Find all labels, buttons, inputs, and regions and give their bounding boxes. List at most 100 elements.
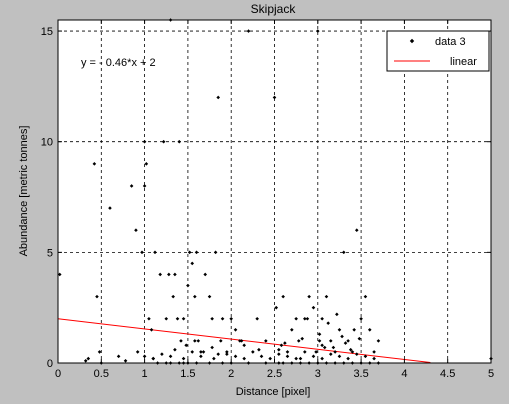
data-point [175, 316, 180, 321]
data-point [160, 352, 164, 356]
data-point [181, 316, 186, 321]
data-point [320, 343, 324, 348]
data-point [177, 139, 182, 144]
y-axis-ticks: 0 5 10 15 [41, 26, 491, 370]
data-point [320, 356, 324, 361]
data-point [225, 352, 229, 356]
data-point [134, 228, 138, 233]
data-point [246, 29, 251, 33]
data-point [92, 162, 97, 166]
data-point [328, 352, 333, 356]
x-tick-label: 3 [315, 368, 321, 380]
data-point [199, 350, 203, 354]
data-point [242, 343, 246, 348]
data-point [279, 343, 284, 348]
data-point [219, 339, 223, 343]
data-point [164, 316, 169, 321]
data-point [190, 261, 195, 266]
data-point [251, 350, 255, 354]
linear-fit-segment [57, 318, 431, 364]
data-point [129, 184, 134, 188]
data-point [173, 272, 177, 277]
data-point [259, 354, 264, 359]
data-point [193, 294, 197, 299]
legend-marker-data-3 [409, 38, 415, 44]
data-point [187, 250, 192, 255]
data-point [316, 29, 320, 33]
data-point [303, 316, 307, 321]
data-point [322, 345, 327, 350]
data-point [196, 339, 201, 343]
data-point [216, 352, 221, 356]
fit-equation-annotation: y = - 0.46*x + 2 [81, 57, 156, 69]
data-point [320, 316, 324, 321]
x-tick-label: 4 [401, 368, 407, 380]
y-tick-label: 0 [47, 358, 53, 370]
data-point [213, 250, 218, 255]
data-point [268, 356, 272, 361]
data-point [257, 347, 261, 352]
data-point [363, 294, 368, 299]
data-point [97, 350, 102, 354]
data-point [314, 350, 318, 354]
x-axis-ticks: 0 0.5 1 1.5 2 2.5 3 3.5 4 4.5 5 [55, 20, 494, 380]
data-point [277, 347, 281, 352]
data-point [326, 321, 330, 325]
data-point [116, 354, 121, 359]
data-point [184, 343, 188, 348]
data-point [158, 272, 162, 277]
data-point [348, 347, 353, 352]
data-point [168, 354, 173, 359]
data-point [194, 250, 199, 255]
data-point [216, 95, 221, 100]
data-point [239, 339, 244, 343]
y-tick-label: 5 [47, 247, 53, 259]
data-point [335, 312, 339, 317]
data-point [186, 283, 190, 288]
data-point [337, 328, 342, 332]
data-point [367, 328, 372, 332]
data-point [331, 345, 336, 350]
data-point [346, 356, 350, 361]
y-tick-label: 10 [41, 137, 53, 149]
data-point [350, 350, 355, 354]
data-point [343, 341, 348, 345]
data-point [290, 328, 294, 332]
data-point [264, 339, 268, 343]
x-tick-label: 1 [142, 368, 148, 380]
legend-box [386, 30, 490, 72]
x-tick-label: 0.5 [94, 368, 109, 380]
data-point [207, 294, 212, 299]
linear-fit-line [57, 318, 431, 364]
data-point [341, 250, 346, 255]
legend-marker-point [409, 38, 415, 44]
data-point [303, 350, 307, 354]
data-point [376, 339, 381, 343]
data-point [281, 294, 285, 299]
data-point [193, 339, 197, 343]
data-point [294, 356, 298, 361]
data-point [229, 316, 233, 321]
data-point [328, 339, 333, 343]
data-point [296, 339, 301, 343]
data-point [149, 328, 154, 332]
data-point [285, 354, 290, 359]
x-tick-label: 4.5 [440, 368, 455, 380]
x-tick-label: 1.5 [180, 368, 195, 380]
data-point [210, 345, 214, 350]
data-point [171, 294, 175, 299]
data-point [142, 354, 147, 359]
x-tick-label: 5 [488, 368, 494, 380]
data-point [201, 350, 206, 354]
data-point [354, 352, 359, 356]
data-point [190, 350, 195, 354]
data-point [354, 228, 359, 233]
data-point [135, 350, 140, 354]
plot-area [58, 20, 491, 363]
data-point [203, 272, 208, 277]
data-point [337, 354, 342, 359]
data-point [123, 358, 128, 363]
x-tick-label: 3.5 [353, 368, 368, 380]
data-point [161, 139, 166, 144]
data-point [151, 356, 156, 361]
